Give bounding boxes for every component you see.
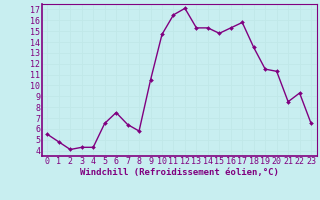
X-axis label: Windchill (Refroidissement éolien,°C): Windchill (Refroidissement éolien,°C) (80, 168, 279, 177)
